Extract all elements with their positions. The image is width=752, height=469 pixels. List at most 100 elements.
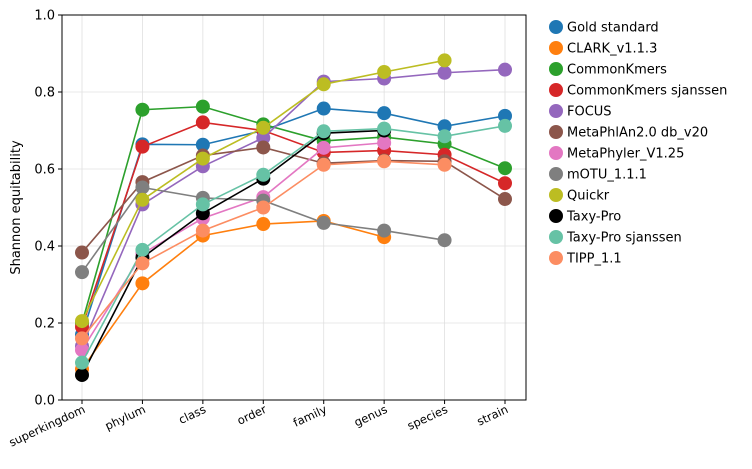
data-point	[256, 130, 271, 145]
data-point	[377, 223, 392, 238]
data-point	[437, 129, 452, 144]
x-tick-label: strain	[475, 402, 511, 429]
data-point	[498, 108, 512, 123]
data-point	[75, 367, 89, 382]
data-point	[135, 180, 150, 195]
data-point	[316, 77, 331, 92]
legend-marker	[549, 146, 563, 160]
data-point	[316, 124, 331, 139]
series-layer	[75, 53, 512, 382]
x-tick-label: superkingdom	[7, 402, 88, 450]
series-line	[81, 220, 385, 370]
series-line	[81, 107, 506, 335]
data-point	[256, 217, 271, 232]
legend-label: Gold standard	[567, 21, 659, 36]
data-point	[195, 197, 210, 212]
series-line	[81, 129, 385, 376]
data-point	[195, 115, 210, 130]
series-line	[81, 125, 506, 364]
series-line	[81, 121, 506, 328]
y-tick-label: 0.8	[34, 86, 55, 101]
x-tick-label: order	[235, 402, 269, 428]
data-point	[75, 245, 89, 260]
legend-marker	[549, 230, 563, 244]
series-line	[81, 68, 506, 347]
data-point	[256, 120, 271, 135]
legend-label: Taxy-Pro sjanssen	[566, 231, 682, 246]
legend-marker	[549, 83, 563, 97]
legend-label: MetaPhlAn2.0 db_v20	[567, 126, 708, 141]
data-point	[135, 102, 150, 117]
data-point	[316, 140, 331, 155]
data-point	[75, 355, 89, 370]
data-point	[195, 137, 210, 152]
data-point	[135, 139, 150, 154]
data-point	[75, 265, 89, 280]
y-tick-label: 0.2	[34, 317, 55, 332]
legend-marker	[549, 125, 563, 139]
data-point	[256, 140, 271, 155]
legend-marker	[549, 188, 563, 202]
x-tick-label: phylum	[103, 402, 148, 433]
data-point	[377, 135, 392, 150]
data-point	[498, 176, 512, 191]
data-point	[316, 157, 331, 172]
data-point	[377, 64, 392, 79]
legend: Gold standard CLARK_v1.1.3 CommonKmers Comm…	[549, 20, 727, 267]
data-point	[195, 151, 210, 166]
data-point	[437, 65, 452, 80]
data-point	[195, 99, 210, 114]
legend-label: mOTU_1.1.1	[567, 168, 647, 183]
series-3	[75, 115, 512, 334]
legend-marker	[549, 41, 563, 55]
legend-marker	[549, 167, 563, 181]
series-8	[75, 53, 452, 329]
legend-marker	[549, 209, 563, 223]
y-tick-label: 1.0	[34, 9, 55, 24]
data-point	[377, 121, 392, 136]
data-point	[256, 167, 271, 182]
data-point	[498, 161, 512, 176]
y-tick-label: 0.6	[34, 163, 55, 178]
data-point	[377, 106, 392, 121]
y-tick-label: 0.0	[34, 394, 55, 409]
data-point	[135, 242, 150, 257]
data-point	[195, 223, 210, 238]
legend-marker	[549, 251, 563, 265]
x-tick-label: genus	[352, 402, 390, 429]
data-point	[498, 118, 512, 133]
y-tick-label: 0.4	[34, 240, 55, 255]
data-point	[256, 200, 271, 215]
legend-marker	[549, 62, 563, 76]
x-tick-label: class	[176, 402, 208, 427]
data-point	[437, 53, 452, 68]
data-point	[75, 314, 89, 329]
data-point	[377, 154, 392, 169]
data-point	[316, 101, 331, 116]
legend-label: Quickr	[567, 189, 610, 204]
x-tick-label: species	[405, 402, 450, 433]
legend-marker	[549, 104, 563, 118]
data-point	[135, 192, 150, 207]
series-line	[81, 105, 506, 324]
data-point	[437, 233, 452, 248]
x-tick-label: family	[291, 402, 329, 430]
data-point	[135, 276, 150, 291]
legend-label: CommonKmers	[567, 63, 667, 78]
data-point	[75, 331, 89, 346]
data-point	[437, 119, 452, 134]
data-point	[437, 157, 452, 172]
series-10	[75, 118, 512, 370]
legend-label: MetaPhyler_V1.25	[567, 147, 684, 162]
legend-marker	[549, 20, 563, 34]
legend-label: CLARK_v1.1.3	[567, 42, 657, 57]
y-axis-label: Shannon equitability	[9, 140, 24, 275]
legend-label: FOCUS	[567, 105, 612, 120]
data-point	[135, 256, 150, 271]
legend-label: TIPP_1.1	[566, 252, 622, 267]
series-11	[75, 154, 452, 346]
data-point	[316, 215, 331, 230]
plot-frame	[61, 14, 527, 401]
data-point	[498, 62, 512, 77]
